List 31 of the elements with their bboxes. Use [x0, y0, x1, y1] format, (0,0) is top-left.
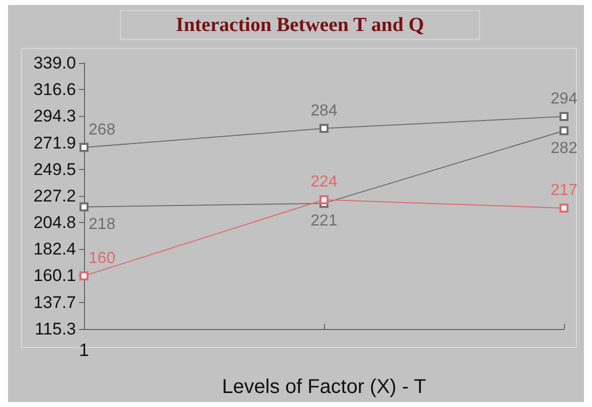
data-label: 268: [88, 121, 116, 138]
chart-title: Interaction Between T and Q: [120, 10, 480, 40]
data-label: 160: [88, 250, 116, 267]
data-label: 284: [310, 102, 338, 120]
x-axis-title: Levels of Factor (X) - T: [222, 376, 426, 398]
x-tick-label: 1: [78, 340, 90, 360]
y-tick-label: 316.6: [33, 80, 76, 100]
y-tick-label: 182.4: [33, 240, 76, 259]
y-tick-label: 271.9: [33, 133, 76, 152]
point: [320, 124, 328, 133]
point: [80, 271, 88, 280]
y-tick-label: 227.2: [33, 186, 76, 206]
point: [560, 126, 568, 136]
data-label: 221: [310, 212, 338, 230]
data-label: 218: [88, 216, 116, 233]
data-label: 282: [550, 140, 578, 157]
point: [320, 195, 328, 204]
y-tick-label: 160.1: [33, 266, 76, 286]
y-tick-label: 115.3: [34, 320, 76, 338]
point: [560, 112, 568, 122]
point: [560, 204, 568, 213]
point: [80, 142, 88, 152]
y-tick-label: 137.7: [33, 292, 76, 312]
y-tick-label: 204.8: [33, 213, 76, 232]
point: [80, 202, 88, 212]
y-tick-label: 339.0: [33, 54, 76, 72]
y-tick-label: 249.5: [33, 160, 76, 179]
y-tick-label: 294.3: [33, 106, 76, 126]
data-label: 217: [550, 182, 578, 200]
data-label: 294: [550, 90, 578, 108]
data-label: 224: [310, 174, 338, 191]
